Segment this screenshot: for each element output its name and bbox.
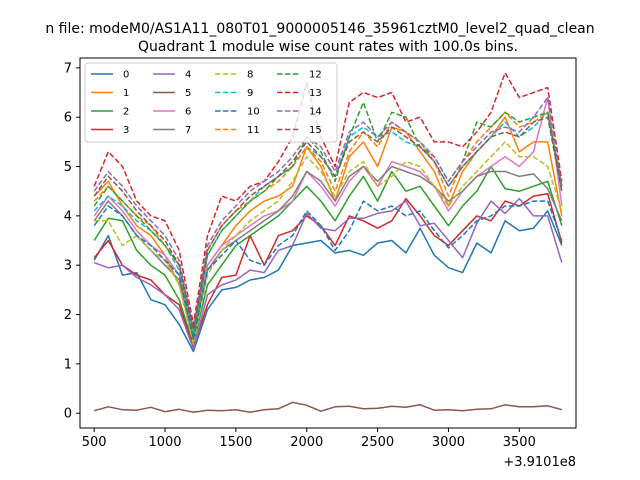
series-line-10 — [93, 200, 563, 340]
y-tick-label-2: 2 — [64, 308, 72, 323]
legend-label-6: 6 — [185, 107, 191, 118]
legend-label-2: 2 — [123, 107, 129, 118]
legend-label-1: 1 — [123, 88, 129, 99]
series-line-5 — [94, 401, 562, 413]
plot-frame — [79, 57, 577, 429]
legend-frame — [84, 62, 338, 143]
legend-label-4: 4 — [185, 70, 191, 81]
legend-label-5: 5 — [185, 88, 191, 99]
x-tick-label-5: 3000 — [432, 435, 465, 450]
x-tick-label-2: 1500 — [219, 435, 252, 450]
series-line-13 — [93, 72, 563, 326]
legend-label-11: 11 — [247, 125, 260, 136]
legend-label-9: 9 — [247, 88, 253, 99]
x-tick-label-1: 1000 — [148, 435, 181, 450]
y-tick-label-4: 4 — [64, 209, 72, 224]
series-line-6 — [93, 96, 563, 338]
series-line-12 — [93, 101, 563, 336]
series-layer — [93, 72, 563, 413]
series-line-4 — [93, 197, 563, 350]
y-tick-label-3: 3 — [64, 259, 72, 274]
y-tick-label-6: 6 — [64, 111, 72, 126]
x-tick-label-0: 500 — [82, 435, 107, 450]
x-offset-label: +3.9101e8 — [503, 455, 576, 470]
x-tick-label-3: 2000 — [290, 435, 323, 450]
legend-label-0: 0 — [123, 70, 129, 81]
legend-label-10: 10 — [247, 107, 260, 118]
legend-label-15: 15 — [309, 125, 322, 136]
series-line-0 — [93, 210, 563, 353]
y-tick-label-0: 0 — [64, 407, 72, 422]
series-line-8 — [94, 141, 563, 345]
series-line-9 — [93, 111, 563, 336]
x-tick-label-4: 2500 — [361, 435, 394, 450]
legend-label-14: 14 — [309, 107, 322, 118]
legend-label-12: 12 — [309, 70, 322, 81]
legend-label-7: 7 — [185, 125, 191, 136]
series-line-14 — [93, 96, 563, 331]
legend-label-3: 3 — [123, 125, 129, 136]
y-tick-label-7: 7 — [64, 61, 72, 76]
x-tick-label-6: 3500 — [503, 435, 536, 450]
figure-suptitle: n file: modeM0/AS1A11_080T01_9000005146_… — [45, 21, 594, 37]
y-tick-label-1: 1 — [64, 357, 72, 372]
series-line-11 — [93, 111, 563, 331]
chart-title: Quadrant 1 module wise count rates with … — [138, 39, 518, 55]
legend-label-13: 13 — [309, 88, 322, 99]
y-tick-label-5: 5 — [64, 160, 72, 175]
legend-label-8: 8 — [247, 70, 253, 81]
series-line-2 — [93, 165, 563, 345]
